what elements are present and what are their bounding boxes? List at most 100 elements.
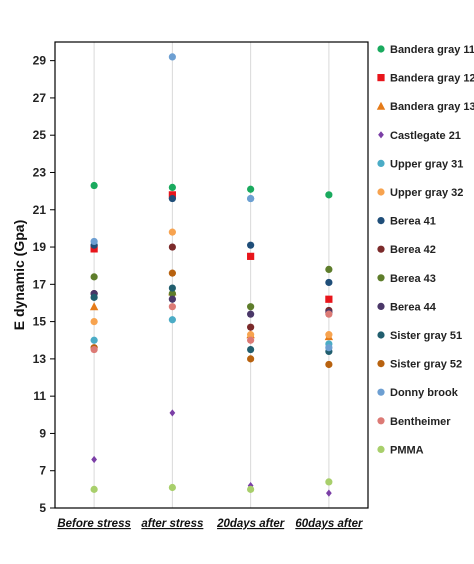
legend-label: Bandera gray 13 [390, 101, 474, 113]
data-point [168, 303, 176, 311]
legend-marker [377, 445, 385, 453]
data-point [325, 360, 333, 369]
data-point [168, 194, 176, 203]
legend-marker [377, 274, 385, 282]
x-tick-label: 60days after [295, 518, 363, 530]
data-point [325, 310, 333, 318]
data-point [90, 345, 98, 354]
y-tick-label: 27 [33, 91, 47, 105]
data-point [325, 191, 333, 199]
data-point [247, 252, 255, 260]
data-point [247, 194, 255, 203]
y-tick-label: 17 [33, 277, 47, 291]
data-point [168, 53, 176, 61]
data-point [325, 344, 333, 352]
points-layer [89, 53, 334, 497]
data-point [91, 455, 98, 464]
legend-entry: Upper gray 32 [377, 187, 463, 199]
plot-frame [54, 41, 369, 509]
legend-marker [377, 74, 385, 82]
legend-label: Bandera gray 11 [390, 44, 474, 56]
y-tick-label: 25 [33, 128, 47, 142]
legend-label: Castlegate 21 [390, 130, 461, 142]
x-tick-label: Before stress [57, 518, 131, 530]
data-point [247, 482, 254, 490]
data-point [90, 245, 98, 253]
legend-entry: Donny brook [377, 387, 459, 399]
data-point [168, 316, 176, 324]
data-point [169, 409, 176, 417]
legend-entry: Bandera gray 12 [377, 73, 474, 85]
data-point [247, 303, 255, 311]
y-axis-label: E dynamic (Gpa) [11, 220, 27, 330]
legend-marker [377, 159, 385, 167]
legend-label: Sister gray 52 [390, 359, 462, 371]
y-tick-label: 29 [33, 54, 47, 68]
legend-entry: Berea 44 [377, 301, 437, 313]
data-point [168, 228, 176, 236]
data-point [90, 336, 98, 344]
y-tick-label: 15 [33, 315, 47, 329]
data-point [325, 478, 333, 486]
legend-entry: Berea 43 [377, 273, 436, 285]
data-point [90, 273, 98, 281]
data-point [168, 269, 176, 277]
legend-marker [377, 188, 385, 196]
x-tick-label: 20days after [216, 518, 285, 530]
legend-marker [377, 331, 385, 339]
legend-entry: Bandera gray 11 [377, 44, 474, 56]
data-point [325, 489, 332, 497]
legend-entry: Bandera gray 13 [376, 101, 474, 113]
legend-marker [378, 131, 384, 139]
y-tick-label: 13 [33, 352, 47, 366]
data-point [247, 355, 255, 363]
legend-label: Berea 42 [390, 244, 436, 256]
legend-entry: PMMA [377, 444, 424, 456]
data-point [247, 336, 255, 344]
legend-entry: Sister gray 51 [377, 330, 462, 342]
legend-entry: Sister gray 52 [377, 359, 462, 371]
legend-layer: Bandera gray 11 Bandera gray 12 Bandera gr… [376, 44, 474, 456]
legend-label: Sister gray 51 [390, 330, 462, 342]
axes-layer: 5 7 9 11 13 15 17 19 21 23 25 27 29 Before stress afte… [33, 41, 369, 530]
legend-marker [377, 302, 385, 310]
data-point [247, 241, 255, 249]
data-point [90, 293, 98, 301]
legend-marker [377, 45, 385, 53]
data-point [247, 310, 255, 318]
legend-label: PMMA [390, 444, 424, 456]
data-point [325, 265, 333, 274]
data-point [168, 483, 176, 492]
legend-marker [377, 417, 385, 425]
legend-label: Berea 44 [390, 301, 437, 313]
legend-marker [377, 388, 385, 396]
data-point [325, 331, 333, 339]
y-tick-label: 21 [33, 203, 47, 217]
legend-label: Bentheimer [390, 416, 451, 428]
data-point [168, 191, 176, 199]
data-point [247, 185, 255, 193]
data-point [325, 278, 333, 287]
data-point [168, 295, 176, 303]
y-tick-label: 19 [33, 240, 47, 254]
legend-label: Upper gray 32 [390, 187, 463, 199]
legend-entry: Berea 41 [377, 216, 436, 228]
y-tick-label: 11 [33, 389, 46, 403]
legend-marker [377, 360, 385, 368]
legend-label: Donny brook [390, 387, 459, 399]
legend-marker [377, 217, 385, 225]
legend-label: Berea 41 [390, 216, 436, 228]
legend-label: Bandera gray 12 [390, 73, 474, 85]
data-point [325, 295, 333, 303]
data-point [168, 284, 176, 292]
data-point [90, 181, 98, 190]
data-point [247, 485, 255, 493]
data-point [247, 345, 255, 354]
legend-marker [376, 101, 386, 110]
data-point [168, 243, 176, 251]
legend-entry: Bentheimer [377, 416, 451, 428]
legend-entry: Castlegate 21 [378, 130, 461, 142]
y-tick-label: 5 [39, 501, 46, 515]
data-point [247, 323, 255, 331]
